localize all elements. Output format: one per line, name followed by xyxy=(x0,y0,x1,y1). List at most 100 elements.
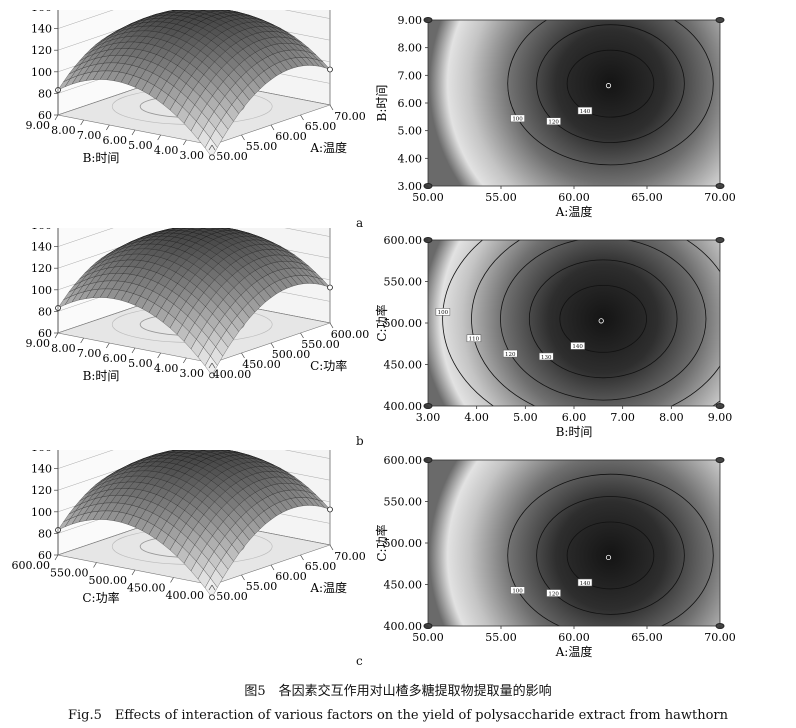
y-tick-label: 8.00 xyxy=(398,42,423,55)
x-tick-label: 55.00 xyxy=(246,140,278,153)
surface-plot-c: 60 80 100 120 140 160 50.0055.0060.0065.0070.0… xyxy=(12,450,366,605)
x-tick-label: 3.00 xyxy=(416,411,441,424)
contour-area: 140 130 120 110 100 xyxy=(428,240,720,406)
x-axis-label: A:温度 xyxy=(309,140,347,155)
y-tick-label: 9.00 xyxy=(26,119,51,132)
x-tick-label: 55.00 xyxy=(485,631,517,644)
z-tick-label: 60 xyxy=(38,327,52,340)
contour-label: 140 xyxy=(577,578,593,587)
y-tick-label: 6.00 xyxy=(398,97,423,110)
x-tick-label: 65.00 xyxy=(305,120,337,133)
y-tick-label: 500.00 xyxy=(89,574,128,587)
y-tick-label: 5.00 xyxy=(398,125,423,138)
svg-text:110: 110 xyxy=(469,337,480,343)
contour-gradient-fill xyxy=(428,240,720,406)
surface-corner-marker xyxy=(209,154,215,161)
optimum-marker xyxy=(605,83,612,89)
svg-text:140: 140 xyxy=(580,109,591,115)
x-tick-label: 50.00 xyxy=(216,590,248,603)
y-tick-label: 6.00 xyxy=(103,352,128,365)
panel-label-b: b xyxy=(356,434,364,448)
x-tick-label: 60.00 xyxy=(558,631,590,644)
z-tick-label: 60 xyxy=(38,109,52,122)
y-tick-label: 500.00 xyxy=(384,537,423,550)
contour-line xyxy=(536,24,685,143)
contour-area: 140 120 100 xyxy=(428,460,720,626)
x-tick-label: 9.00 xyxy=(708,411,733,424)
x-axis-label: A:温度 xyxy=(555,204,593,219)
y-tick-label: 4.00 xyxy=(154,144,179,157)
x-tick-label: 5.00 xyxy=(513,411,538,424)
svg-text:100: 100 xyxy=(512,588,523,594)
surface-corner-marker xyxy=(209,594,215,601)
y-tick-label: 7.00 xyxy=(77,347,102,360)
y-tick-label: 8.00 xyxy=(51,342,76,355)
x-tick-label: 50.00 xyxy=(412,191,444,204)
x-tick-label: 70.00 xyxy=(704,631,736,644)
contour-line xyxy=(566,49,655,118)
z-tick-label: 80 xyxy=(38,527,52,540)
surface-mesh xyxy=(57,228,331,376)
y-tick-label: 450.00 xyxy=(384,579,423,592)
contour-line xyxy=(471,240,720,406)
contour-line xyxy=(500,240,707,401)
x-tick-label: 70.00 xyxy=(334,110,366,123)
y-axis-label: B:时间 xyxy=(375,85,389,122)
z-tick-label: 80 xyxy=(38,87,52,100)
z-tick-label: 60 xyxy=(38,549,52,562)
contour-plot-b: 140 130 120 110 100 3.00 4.00 5.00 6.00 7.00 8.00 9… xyxy=(374,234,733,439)
contour-area: 140 120 100 xyxy=(428,20,720,186)
svg-text:100: 100 xyxy=(512,117,523,123)
y-tick-label: 600.00 xyxy=(384,234,423,247)
contour-label: 110 xyxy=(466,334,482,343)
panel-label-a: a xyxy=(356,216,364,230)
x-tick-label: 55.00 xyxy=(246,580,278,593)
y-axis-label: B:时间 xyxy=(83,151,120,165)
y-tick-label: 550.00 xyxy=(384,276,423,289)
panel-label-c: c xyxy=(356,654,363,668)
x-tick-label: 60.00 xyxy=(275,570,307,583)
contour-label: 100 xyxy=(435,308,451,316)
contour-label: 100 xyxy=(510,114,525,123)
y-tick-label: 550.00 xyxy=(50,567,89,580)
optimum-marker xyxy=(598,318,604,324)
x-axis-label: C:功率 xyxy=(310,358,347,373)
svg-text:130: 130 xyxy=(541,355,552,361)
z-tick-label: 120 xyxy=(31,262,52,275)
contour-line xyxy=(536,496,685,615)
surface-corner-marker xyxy=(327,284,333,291)
x-tick-label: 600.00 xyxy=(331,328,370,341)
x-tick-label: 70.00 xyxy=(334,550,366,563)
corner-handle xyxy=(715,237,725,243)
z-tick-label: 80 xyxy=(38,305,52,318)
y-tick-label: 400.00 xyxy=(384,620,423,633)
svg-text:140: 140 xyxy=(580,581,591,587)
x-axis-label: B:时间 xyxy=(556,425,593,439)
y-tick-label: 450.00 xyxy=(127,582,166,595)
contour-label: 130 xyxy=(539,352,554,361)
x-tick-label: 65.00 xyxy=(631,631,663,644)
svg-text:100: 100 xyxy=(438,310,449,316)
x-tick-label: 60.00 xyxy=(275,130,307,143)
contour-plot-a: 140 120 100 50.00 55.00 60.00 65.00 70.00 3.00 4.… xyxy=(375,14,736,219)
contour-label: 120 xyxy=(546,117,561,126)
y-axis-label: C:功率 xyxy=(82,590,119,605)
y-axis-label: B:时间 xyxy=(83,369,120,383)
surface-mesh xyxy=(57,450,331,598)
z-tick-label: 140 xyxy=(31,23,52,36)
z-tick-label: 140 xyxy=(31,241,52,254)
x-tick-label: 8.00 xyxy=(659,411,684,424)
x-tick-label: 70.00 xyxy=(704,191,736,204)
y-tick-label: 4.00 xyxy=(398,152,423,165)
x-tick-label: 50.00 xyxy=(216,150,248,163)
x-tick-label: 50.00 xyxy=(412,631,444,644)
y-tick-label: 450.00 xyxy=(384,359,423,372)
z-tick-label: 100 xyxy=(31,284,52,297)
z-tick-label: 160 xyxy=(31,228,52,232)
y-tick-label: 9.00 xyxy=(398,14,423,27)
x-axis-label: A:温度 xyxy=(555,644,593,659)
y-axis-label: C:功率 xyxy=(374,524,389,561)
surface-corner-marker xyxy=(209,372,215,379)
z-tick-label: 140 xyxy=(31,463,52,476)
z-tick-label: 120 xyxy=(31,44,52,57)
